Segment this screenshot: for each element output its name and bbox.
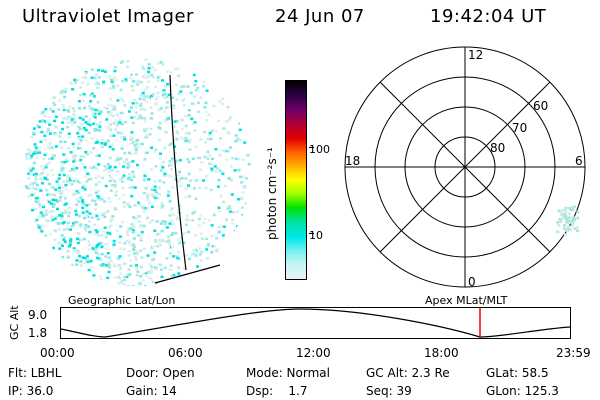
colorbar-tick-10: 10 bbox=[309, 229, 323, 242]
status-ip: IP: 36.0 bbox=[8, 384, 54, 398]
geographic-image bbox=[24, 58, 251, 286]
time-tick-1200: 12:00 bbox=[296, 346, 331, 360]
mlt-label-6: 6 bbox=[575, 154, 583, 168]
colorbar bbox=[285, 80, 307, 280]
status-mode: Mode: Normal bbox=[246, 366, 330, 380]
polar-aurora-speckle bbox=[556, 205, 580, 236]
geographic-panel-label: Geographic Lat/Lon bbox=[68, 294, 176, 307]
status-dsp: Dsp: 1.7 bbox=[246, 384, 308, 398]
status-gc-alt: GC Alt: 2.3 Re bbox=[366, 366, 450, 380]
colorbar-tick-mark bbox=[309, 147, 314, 148]
mlt-label-18: 18 bbox=[345, 154, 360, 168]
altitude-axis-label: GC Alt bbox=[8, 305, 21, 340]
time-label: 19:42:04 UT bbox=[430, 6, 547, 27]
time-tick-2359: 23:59 bbox=[556, 346, 591, 360]
polar-grid: 12 0 18 6 80 70 60 bbox=[344, 46, 586, 289]
status-seq: Seq: 39 bbox=[366, 384, 412, 398]
altitude-tick-9: 9.0 bbox=[28, 308, 48, 322]
time-tick-0000: 00:00 bbox=[40, 346, 75, 360]
apex-panel-label: Apex MLat/MLT bbox=[425, 294, 508, 307]
time-tick-0600: 06:00 bbox=[168, 346, 203, 360]
instrument-title: Ultraviolet Imager bbox=[22, 6, 194, 27]
status-gain: Gain: 14 bbox=[126, 384, 177, 398]
lat-label-80: 80 bbox=[490, 141, 505, 155]
status-flt: Flt: LBHL bbox=[8, 366, 62, 380]
colorbar-tick-mark bbox=[309, 233, 314, 234]
altitude-curve bbox=[60, 308, 571, 338]
lat-label-60: 60 bbox=[533, 99, 548, 113]
colorbar-label: photon cm⁻²s⁻¹ bbox=[265, 147, 279, 240]
status-door: Door: Open bbox=[126, 366, 195, 380]
status-glon: GLon: 125.3 bbox=[486, 384, 559, 398]
mlt-label-12: 12 bbox=[468, 48, 483, 62]
lat-label-70: 70 bbox=[512, 121, 527, 135]
altitude-plot bbox=[60, 307, 571, 339]
status-glat: GLat: 58.5 bbox=[486, 366, 549, 380]
mlt-label-0: 0 bbox=[468, 275, 476, 289]
altitude-tick-1-8: 1.8 bbox=[28, 326, 48, 340]
date-label: 24 Jun 07 bbox=[275, 6, 365, 27]
aurora-speckle bbox=[24, 58, 251, 286]
coast-line bbox=[154, 264, 221, 284]
terminator-line bbox=[169, 74, 187, 271]
time-tick-1800: 18:00 bbox=[424, 346, 459, 360]
colorbar-tick-100: 100 bbox=[309, 143, 330, 156]
